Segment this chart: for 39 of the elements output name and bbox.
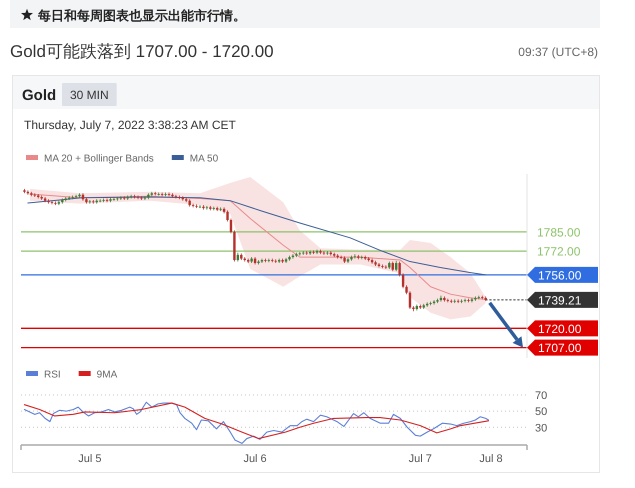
candlestick	[164, 192, 167, 197]
candlestick	[340, 255, 342, 260]
y-tick-label: 1720.00	[538, 322, 582, 336]
candlestick	[50, 200, 54, 205]
y-tick-label: 50	[535, 406, 548, 418]
y-tick-label: 1772.00	[537, 244, 581, 259]
candlestick	[326, 250, 329, 256]
candlestick	[429, 301, 432, 306]
text: 09:37 (UTC+8)	[518, 45, 598, 59]
candlestick	[392, 261, 394, 272]
candlestick	[264, 258, 267, 263]
candlestick	[394, 260, 398, 272]
candlestick	[464, 298, 466, 303]
x-tick-label: Jul 5	[78, 453, 102, 465]
legend-label: 9MA	[96, 370, 118, 380]
text: 30 MIN	[70, 88, 109, 102]
y-tick-label: 1785.00	[537, 225, 581, 240]
legend-label: MA 20 + Bollinger Bands	[44, 154, 154, 164]
candlestick	[467, 298, 470, 303]
line-series	[27, 196, 486, 276]
chart-subtitle: Thursday, July 7, 2022 3:38:23 AM CET	[24, 118, 237, 132]
candlestick	[192, 203, 194, 208]
legend-label: RSI	[44, 370, 61, 380]
text: Gold	[22, 87, 56, 104]
y-tick-label: 1707.00	[538, 341, 582, 356]
text: Jul 8	[479, 453, 503, 465]
candlestick	[168, 192, 170, 197]
candlestick	[322, 250, 326, 256]
text: 每日和每周图表也显示出能市行情。	[37, 8, 246, 23]
legend-label: MA 50	[190, 154, 219, 164]
line-series	[29, 194, 486, 300]
x-tick-label: Jul 7	[408, 453, 432, 465]
x-tick-label: Jul 6	[243, 453, 267, 465]
chart-title: Gold可能跌落到 1707.00 - 1720.00	[10, 42, 274, 61]
y-tick-label: 70	[535, 390, 548, 402]
y-tick-label: 1739.21	[538, 293, 582, 308]
candlestick	[160, 192, 164, 197]
y-tick-label: 30	[535, 422, 548, 434]
y-tick-label: 1756.00	[538, 268, 582, 282]
